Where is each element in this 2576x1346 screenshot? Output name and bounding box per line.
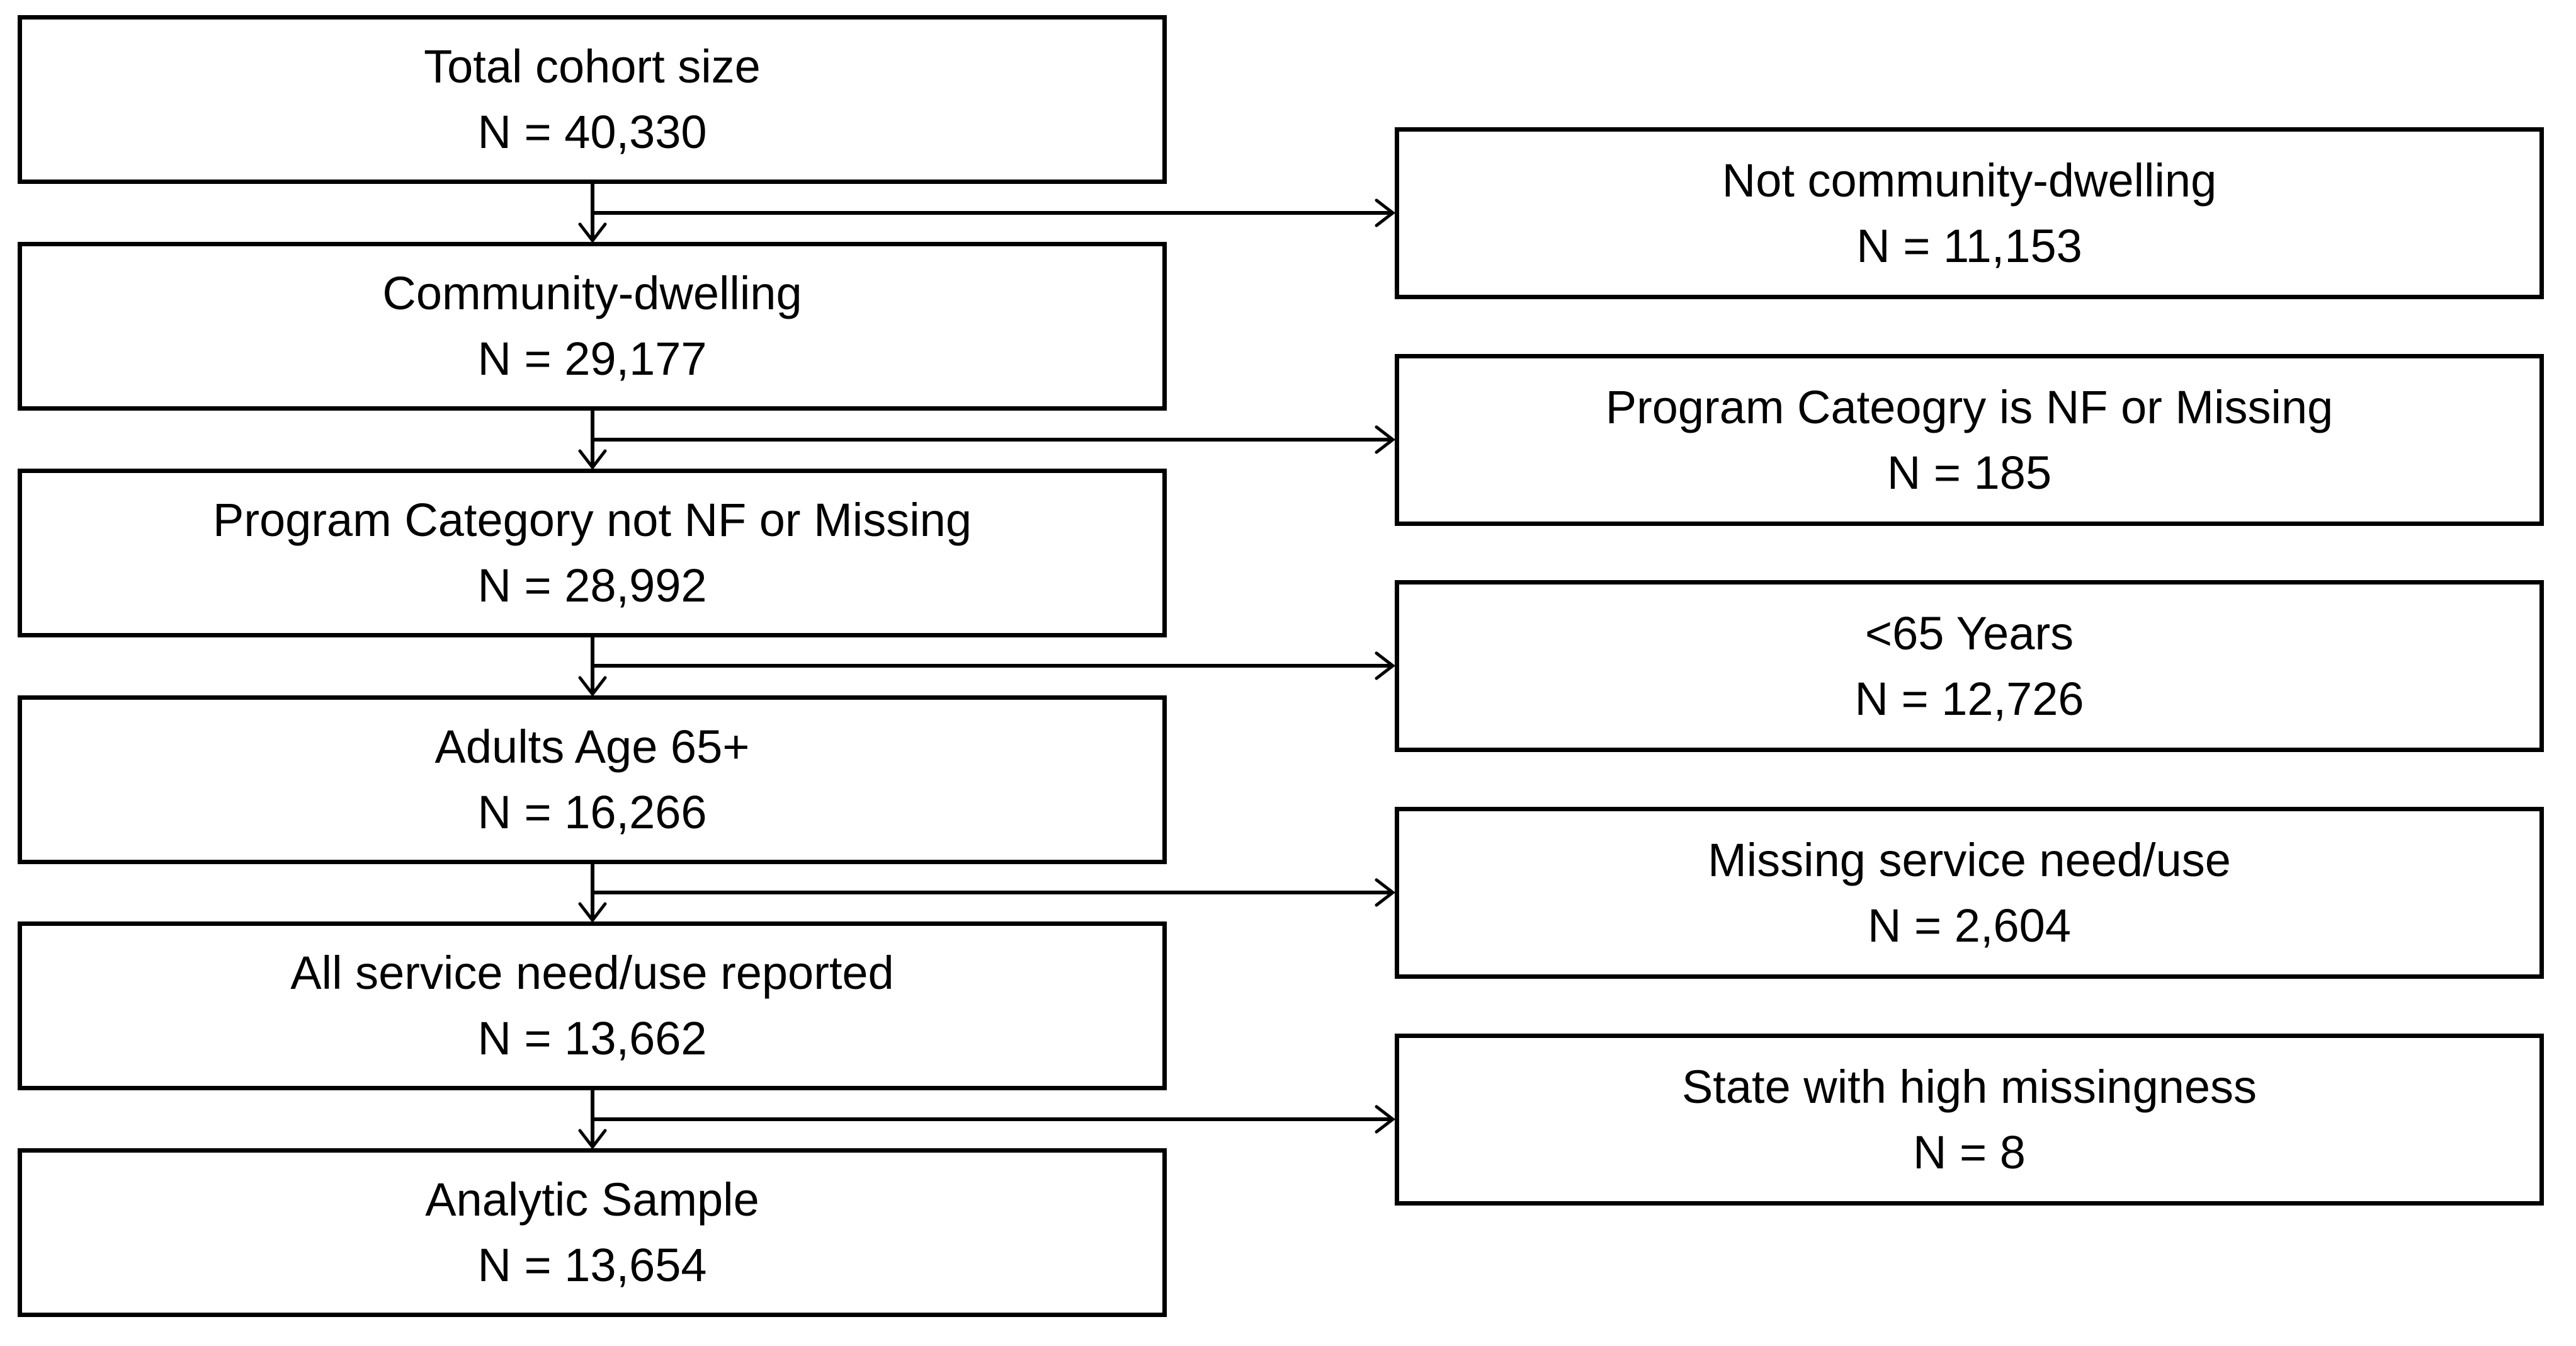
box-count: N = 16,266 bbox=[477, 786, 707, 838]
flow-box-adults-age-65plus: Adults Age 65+ N = 16,266 bbox=[18, 695, 1167, 864]
box-label: Adults Age 65+ bbox=[434, 721, 750, 773]
box-label: Total cohort size bbox=[424, 40, 761, 93]
arrowhead-down-icon bbox=[578, 902, 607, 923]
box-count: N = 8 bbox=[1913, 1126, 2026, 1178]
exclusion-box-program-category-nf-or-missing: Program Cateogry is NF or Missing N = 18… bbox=[1395, 354, 2544, 526]
exclusion-box-not-community-dwelling: Not community-dwelling N = 11,153 bbox=[1395, 127, 2544, 299]
flow-box-program-category-not-nf: Program Category not NF or Missing N = 2… bbox=[18, 469, 1167, 637]
connector-4 bbox=[578, 862, 1396, 923]
exclusion-box-missing-service-need-use: Missing service need/use N = 2,604 bbox=[1395, 807, 2544, 979]
arrowhead-right-icon bbox=[1375, 878, 1396, 907]
box-count: N = 185 bbox=[1887, 446, 2052, 499]
box-label: <65 Years bbox=[1864, 607, 2074, 659]
box-label: Analytic Sample bbox=[425, 1173, 759, 1226]
connector-5 bbox=[578, 1088, 1396, 1150]
box-count: N = 13,654 bbox=[477, 1239, 707, 1291]
box-label: Program Category not NF or Missing bbox=[213, 494, 972, 546]
box-count: N = 12,726 bbox=[1854, 672, 2084, 725]
flow-box-total-cohort-size: Total cohort size N = 40,330 bbox=[18, 15, 1167, 184]
arrowhead-down-icon bbox=[578, 676, 607, 697]
box-label: State with high missingness bbox=[1681, 1060, 2257, 1113]
box-label: Missing service need/use bbox=[1708, 833, 2231, 886]
flow-box-community-dwelling: Community-dwelling N = 29,177 bbox=[18, 242, 1167, 411]
arrowhead-right-icon bbox=[1375, 1105, 1396, 1134]
arrowhead-right-icon bbox=[1375, 651, 1396, 680]
box-label: Community-dwelling bbox=[382, 267, 802, 319]
arrowhead-right-icon bbox=[1375, 198, 1396, 227]
arrowhead-right-icon bbox=[1375, 425, 1396, 454]
box-count: N = 11,153 bbox=[1856, 219, 2082, 272]
box-count: N = 40,330 bbox=[477, 106, 707, 158]
exclusion-box-under-65-years: <65 Years N = 12,726 bbox=[1395, 580, 2544, 752]
box-label: All service need/use reported bbox=[290, 947, 894, 999]
connector-1 bbox=[578, 181, 1396, 244]
box-count: N = 2,604 bbox=[1868, 899, 2071, 952]
flow-box-all-service-need-use-reported: All service need/use reported N = 13,662 bbox=[18, 921, 1167, 1090]
box-label: Program Cateogry is NF or Missing bbox=[1605, 380, 2334, 433]
box-count: N = 29,177 bbox=[477, 333, 707, 385]
flow-box-analytic-sample: Analytic Sample N = 13,654 bbox=[18, 1148, 1167, 1317]
arrowhead-down-icon bbox=[578, 449, 607, 471]
box-count: N = 13,662 bbox=[477, 1012, 707, 1064]
exclusion-box-state-with-high-missingness: State with high missingness N = 8 bbox=[1395, 1034, 2544, 1206]
connector-3 bbox=[578, 635, 1396, 697]
arrowhead-down-icon bbox=[578, 222, 607, 244]
box-label: Not community-dwelling bbox=[1722, 154, 2217, 207]
arrowhead-down-icon bbox=[578, 1129, 607, 1150]
box-count: N = 28,992 bbox=[477, 559, 707, 612]
connector-2 bbox=[578, 408, 1396, 471]
